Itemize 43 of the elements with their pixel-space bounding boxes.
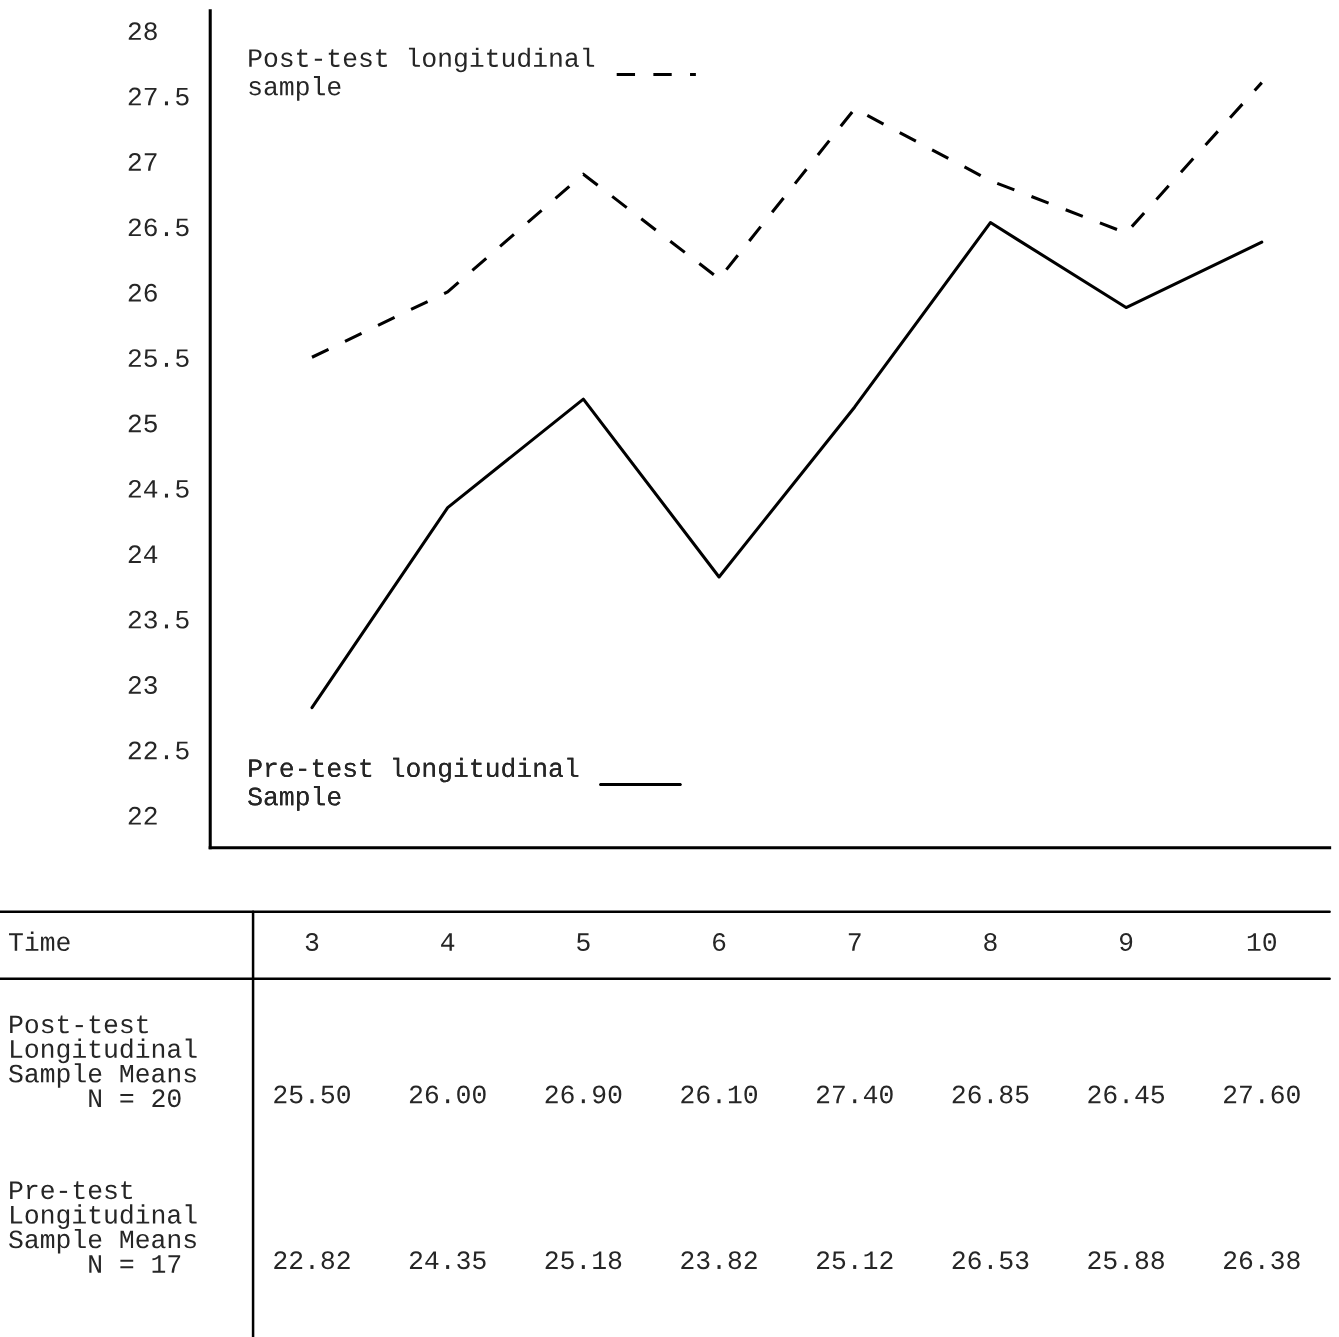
data-label: 25.12 xyxy=(816,1251,893,1270)
y-tick-label: 24.5 xyxy=(128,479,189,498)
y-tick-label: 27.5 xyxy=(128,87,189,106)
data-label: 22.82 xyxy=(274,1251,350,1270)
x-tick-label: 7 xyxy=(848,933,861,951)
data-label: 26.85 xyxy=(952,1085,1029,1104)
y-tick-label: 22.5 xyxy=(128,741,189,760)
text: Pre-test Longitudinal Sample Means N = 17 xyxy=(9,1181,197,1273)
y-tick-label: 26.5 xyxy=(128,218,189,237)
y-tick-label: 23.5 xyxy=(128,610,189,629)
data-label: 26.00 xyxy=(409,1085,486,1104)
x-axis-title: Time xyxy=(9,931,70,952)
data-label: 26.45 xyxy=(1088,1085,1165,1104)
x-tick-label: 9 xyxy=(1120,933,1133,952)
y-tick-label: 22 xyxy=(128,806,157,825)
data-label: 27.60 xyxy=(1224,1085,1300,1104)
y-tick-label: 27 xyxy=(128,153,157,171)
y-tick-label: 23 xyxy=(128,676,157,695)
data-label: 26.38 xyxy=(1224,1251,1300,1270)
data-label: 26.53 xyxy=(952,1251,1029,1270)
text: Post-test Longitudinal Sample Means N = 20 xyxy=(9,1015,197,1108)
data-label: 27.40 xyxy=(816,1085,893,1104)
data-label: 25.18 xyxy=(545,1251,622,1270)
data-label: 25.50 xyxy=(274,1085,350,1104)
x-tick-label: 5 xyxy=(577,933,590,952)
data-label: 24.35 xyxy=(409,1251,486,1270)
x-tick-label: 10 xyxy=(1247,933,1276,952)
y-tick-label: 26 xyxy=(128,283,157,302)
data-label: 23.82 xyxy=(681,1251,757,1270)
y-tick-label: 28 xyxy=(128,22,157,41)
y-tick-label: 25 xyxy=(128,414,157,433)
line-series xyxy=(310,221,1264,710)
legend-label: Post-test longitudinal sample xyxy=(249,47,595,101)
x-tick-label: 8 xyxy=(984,933,997,952)
data-label: 26.90 xyxy=(545,1085,622,1104)
y-tick-label: 24 xyxy=(128,545,158,563)
y-tick-label: 25.5 xyxy=(128,349,189,368)
x-tick-label: 6 xyxy=(713,933,726,952)
x-tick-label: 4 xyxy=(441,933,455,951)
data-label: 25.88 xyxy=(1088,1251,1164,1270)
legend-label: Pre-test longitudinal Sample xyxy=(248,757,579,811)
data-label: 26.10 xyxy=(681,1085,758,1104)
x-tick-label: 3 xyxy=(305,933,319,952)
